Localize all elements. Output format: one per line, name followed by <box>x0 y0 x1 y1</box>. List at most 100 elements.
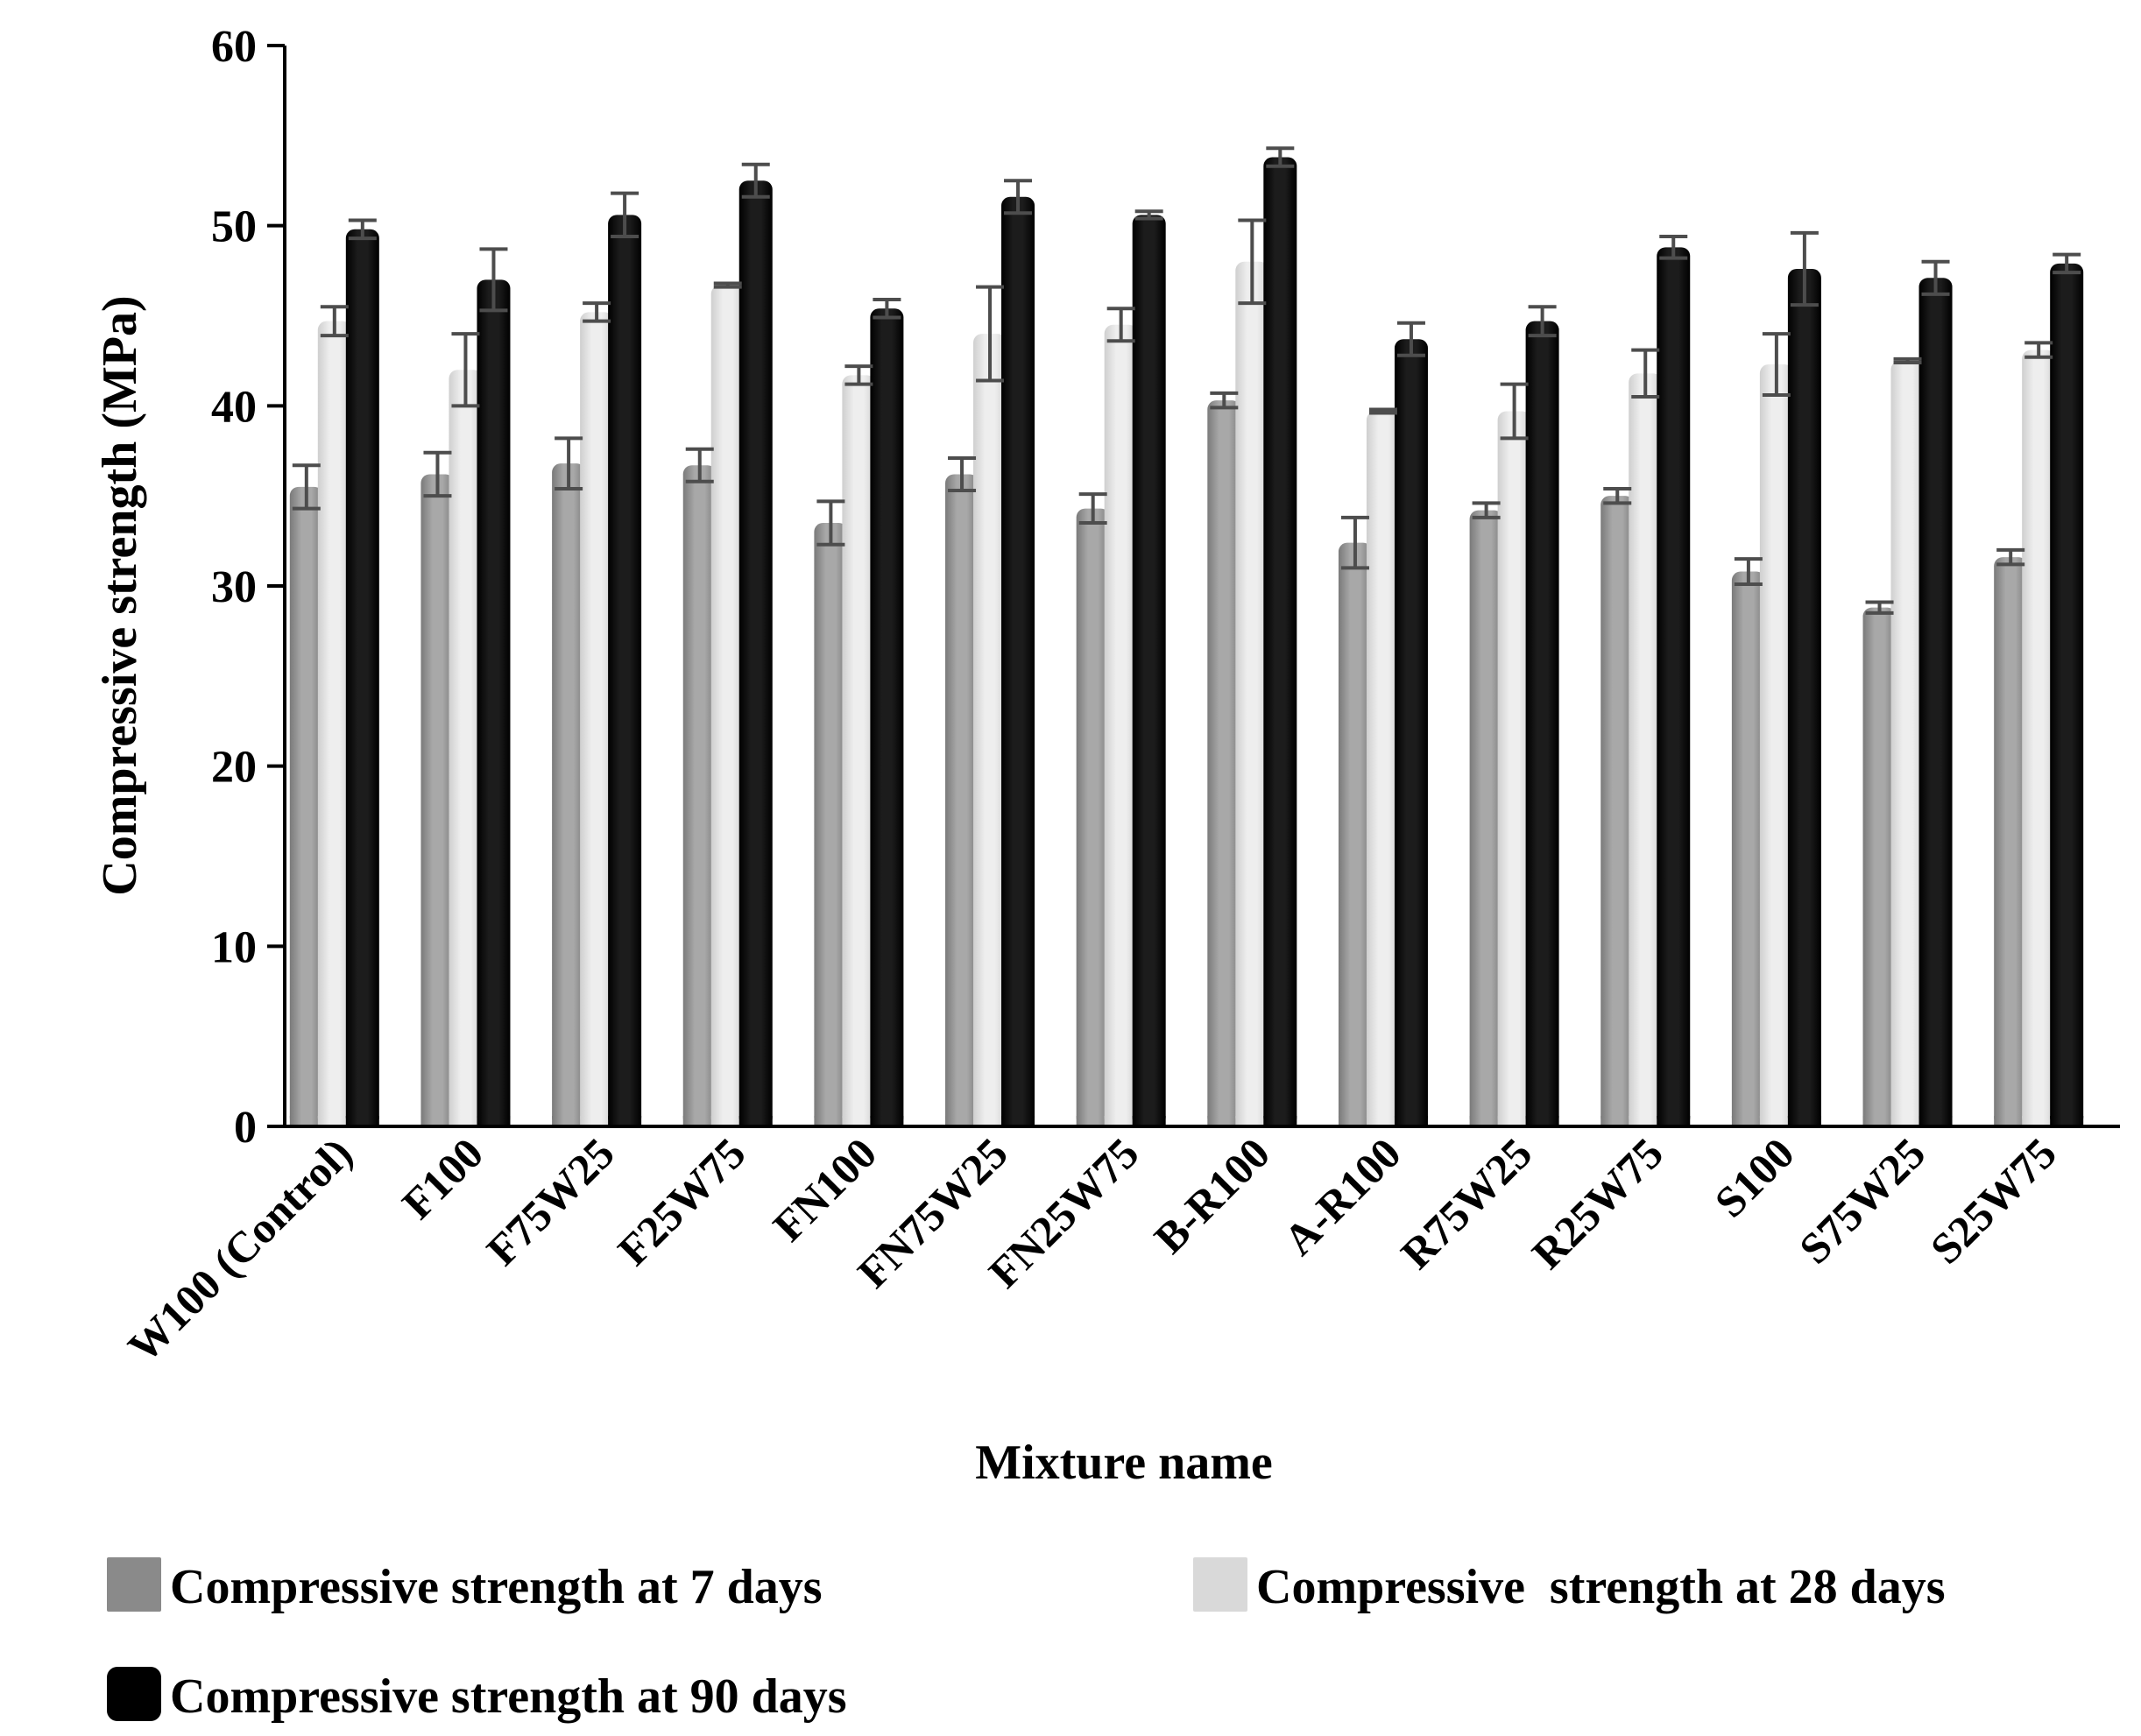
bar-base <box>1001 1116 1035 1126</box>
x-tick-label: F75W25 <box>477 1128 624 1274</box>
bar-series3-f75w25 <box>608 215 642 1126</box>
bar-base <box>1497 1116 1531 1126</box>
bar-base <box>973 1116 1007 1126</box>
bar-series3-w100-control- <box>345 229 379 1126</box>
bar-base <box>682 1116 717 1126</box>
bar-base <box>2022 1116 2056 1126</box>
bar-base <box>945 1116 979 1126</box>
bar-series1-r25w75 <box>1600 496 1635 1126</box>
bar-base <box>289 1116 323 1126</box>
bar-series3-s100 <box>1787 269 1821 1126</box>
bar-base <box>710 1116 745 1126</box>
x-tick-label: A-R100 <box>1274 1128 1410 1264</box>
bar-series3-f25w75 <box>738 180 773 1126</box>
bar-series2-s25w75 <box>2022 349 2056 1126</box>
bar-series3-fn75w25 <box>1001 196 1035 1126</box>
bar-series1-b-r100 <box>1207 400 1241 1126</box>
y-tick-label: 60 <box>211 22 257 72</box>
bar-base <box>870 1116 904 1126</box>
bar-base <box>317 1116 351 1126</box>
bar-series2-s100 <box>1759 364 1793 1126</box>
x-tick-label: S75W25 <box>1790 1128 1934 1273</box>
bar-base <box>1787 1116 1821 1126</box>
bar-series3-s25w75 <box>2050 263 2084 1126</box>
bar-base <box>1469 1116 1503 1126</box>
bar-series2-fn100 <box>842 375 876 1126</box>
bar-base <box>814 1116 848 1126</box>
bar-series2-r75w25 <box>1497 411 1531 1127</box>
bar-base <box>1132 1116 1166 1126</box>
y-tick-label: 10 <box>211 922 257 972</box>
bar-base <box>1890 1116 1925 1126</box>
bar-series1-r75w25 <box>1469 510 1503 1126</box>
bar-base <box>449 1116 483 1126</box>
bar-base <box>1525 1116 1559 1126</box>
legend: Compressive strength at 7 days Compressiv… <box>107 1557 1946 1724</box>
bar-series2-f25w75 <box>710 285 745 1127</box>
bar-base <box>1862 1116 1897 1126</box>
x-tick-label: R25W75 <box>1523 1128 1672 1278</box>
bar-series2-a-r100 <box>1366 411 1400 1127</box>
bar-series1-a-r100 <box>1338 542 1372 1126</box>
bar-series3-r25w75 <box>1657 247 1691 1126</box>
x-tick-label: S100 <box>1705 1128 1803 1226</box>
legend-swatch-2 <box>1193 1557 1247 1612</box>
x-tick-label: F25W75 <box>608 1128 754 1274</box>
bar-base <box>1263 1116 1297 1126</box>
bar-base <box>1994 1116 2028 1126</box>
legend-label-2: Compressive strength at 28 days <box>1256 1560 1946 1614</box>
bar-base <box>1600 1116 1635 1126</box>
x-tick-label: R75W25 <box>1391 1128 1541 1278</box>
bar-base <box>552 1116 586 1126</box>
bar-series2-s75w25 <box>1890 360 1925 1127</box>
bar-series3-r75w25 <box>1525 321 1559 1126</box>
bar-series3-s75w25 <box>1918 278 1953 1126</box>
bar-series2-w100-control- <box>317 321 351 1126</box>
bar-series2-f100 <box>449 370 483 1126</box>
bar-base <box>1759 1116 1793 1126</box>
error-bars <box>292 146 2081 615</box>
bar-series3-b-r100 <box>1263 157 1297 1127</box>
bar-base <box>738 1116 773 1126</box>
bar-series1-s100 <box>1731 571 1765 1126</box>
bar-base <box>1918 1116 1953 1126</box>
y-tick-label: 40 <box>211 382 257 432</box>
bar-base <box>1338 1116 1372 1126</box>
x-tick-label: B-R100 <box>1145 1128 1280 1263</box>
bar-series1-f25w75 <box>682 465 717 1126</box>
bar-base <box>580 1116 614 1126</box>
bar-series3-fn25w75 <box>1132 215 1166 1126</box>
bar-base <box>1657 1116 1691 1126</box>
bar-series1-s25w75 <box>1994 557 2028 1126</box>
bar-base <box>1104 1116 1138 1126</box>
bar-series3-fn100 <box>870 308 904 1127</box>
bar-series1-f75w25 <box>552 463 586 1126</box>
bar-series1-fn25w75 <box>1076 508 1110 1126</box>
bar-base <box>1629 1116 1663 1126</box>
y-tick-label: 50 <box>211 202 257 252</box>
legend-label-1: Compressive strength at 7 days <box>170 1560 823 1614</box>
bar-base <box>1366 1116 1400 1126</box>
bar-series2-f75w25 <box>580 312 614 1126</box>
x-tick-label: FN100 <box>763 1128 886 1251</box>
legend-swatch-3 <box>107 1667 161 1721</box>
bar-series2-fn75w25 <box>973 334 1007 1127</box>
bar-base <box>2050 1116 2084 1126</box>
bar-series3-f100 <box>477 279 511 1126</box>
bar-series1-fn75w25 <box>945 474 979 1126</box>
bar-base <box>842 1116 876 1126</box>
bar-series2-r25w75 <box>1629 373 1663 1126</box>
x-tick-label: S25W75 <box>1921 1128 2066 1273</box>
y-tick-label: 30 <box>211 562 257 612</box>
bar-base <box>1076 1116 1110 1126</box>
bar-base <box>420 1116 455 1126</box>
legend-label-3: Compressive strength at 90 days <box>170 1669 847 1724</box>
legend-swatch-1 <box>107 1557 161 1612</box>
bar-series1-fn100 <box>814 523 848 1126</box>
x-tick-label: W100 (Control) <box>118 1128 362 1372</box>
bar-series1-f100 <box>420 474 455 1126</box>
bar-base <box>1207 1116 1241 1126</box>
bar-series1-s75w25 <box>1862 607 1897 1126</box>
